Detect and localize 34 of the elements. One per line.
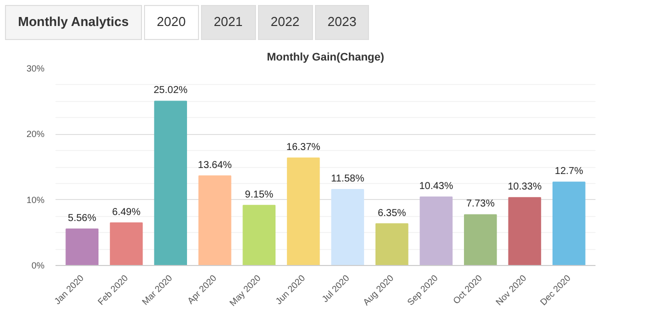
y-tick-label: 0%: [31, 260, 45, 270]
y-tick-label: 20%: [26, 129, 44, 140]
text: 2020: [144, 5, 199, 40]
data-label: 6.35%: [378, 208, 406, 219]
bar: [464, 214, 497, 266]
data-label: 5.56%: [68, 212, 96, 224]
bar: [552, 182, 586, 266]
bar: [420, 196, 453, 266]
data-label: 6.49%: [112, 206, 141, 218]
bar: [154, 100, 188, 266]
data-label: 7.73%: [466, 198, 495, 210]
data-label: 13.64%: [198, 160, 232, 171]
data-label: 16.37%: [286, 142, 320, 154]
bar: [242, 204, 276, 266]
data-label: 10.43%: [419, 181, 454, 192]
data-label: 11.58%: [331, 173, 364, 184]
bar: [286, 158, 320, 266]
data-label: 25.02%: [154, 85, 188, 96]
data-label: 9.15%: [244, 189, 274, 200]
bar: [198, 175, 232, 266]
data-label: 10.33%: [508, 182, 542, 193]
data-label: 12.7%: [554, 166, 584, 178]
y-tick-label: 10%: [26, 194, 44, 205]
text: 2021: [200, 5, 256, 40]
text: 2022: [258, 5, 313, 40]
bar: [508, 197, 542, 266]
bar: [110, 222, 143, 266]
text: 2023: [314, 5, 370, 40]
bar: [375, 223, 408, 266]
text: Monthly Analytics: [5, 5, 142, 40]
bar: [66, 228, 98, 266]
y-tick-label: 30%: [26, 64, 44, 74]
chart-title: Monthly Gain(Change): [266, 52, 384, 64]
bar: [331, 188, 364, 266]
